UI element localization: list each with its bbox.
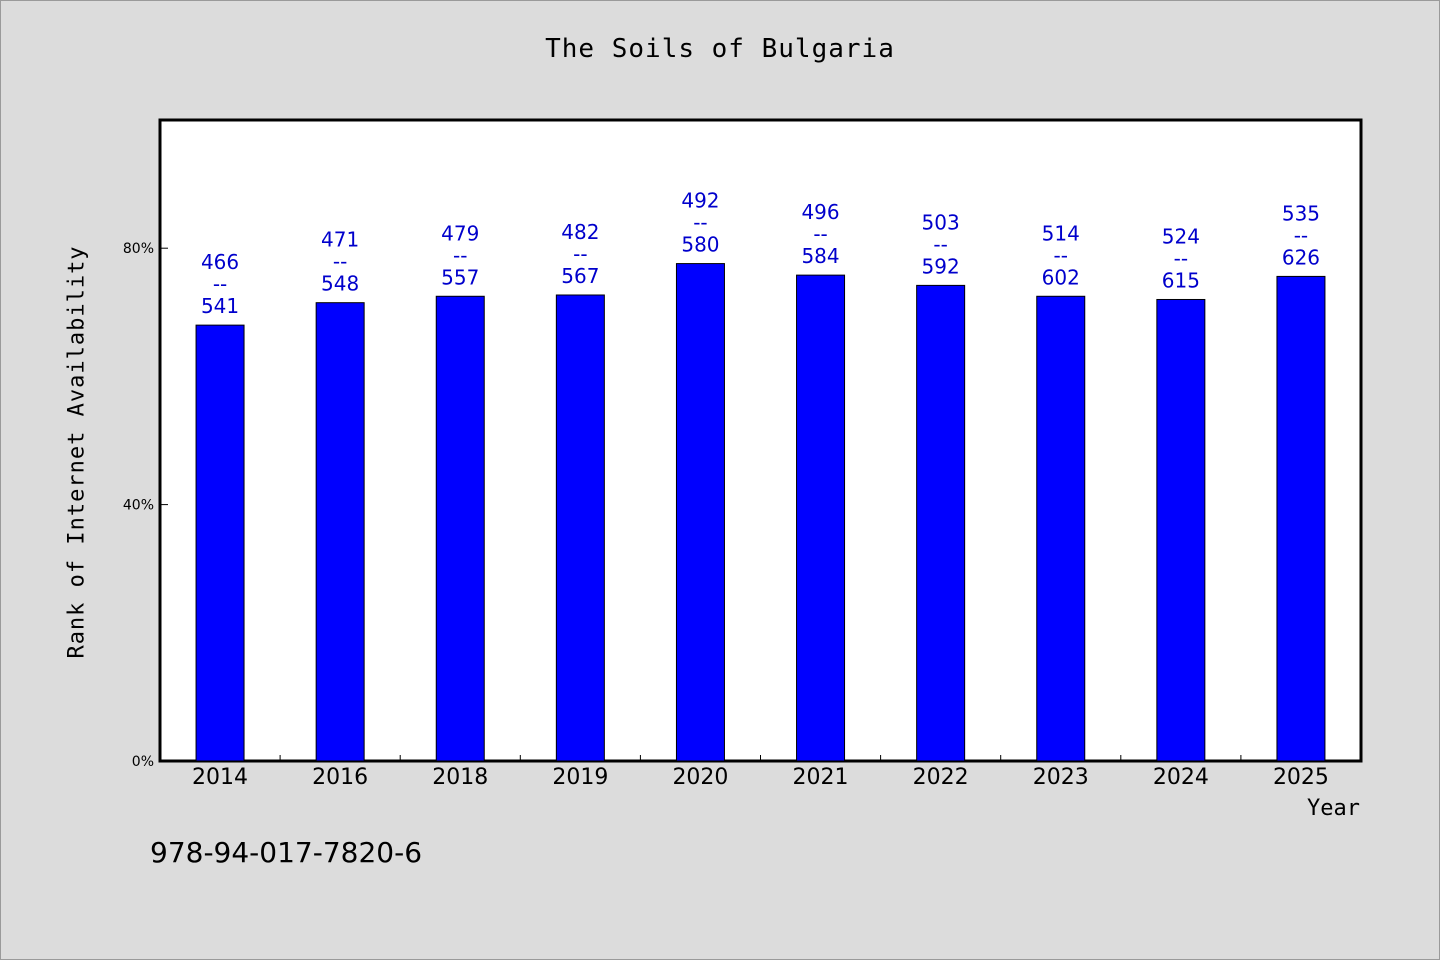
data-label: -- — [1054, 243, 1068, 267]
chart-marks: 0%40%80%2014466--5412016471--5482018479-… — [123, 189, 1329, 790]
bar — [315, 302, 365, 762]
data-label: 514 — [1042, 221, 1080, 245]
bar — [1156, 298, 1206, 762]
data-label: -- — [693, 211, 707, 235]
bar — [435, 295, 485, 762]
data-label: 584 — [801, 244, 839, 268]
data-label: 557 — [441, 265, 479, 289]
data-label: -- — [333, 250, 347, 274]
x-tick-label: 2025 — [1273, 765, 1329, 790]
bar — [675, 263, 725, 762]
data-label: 466 — [201, 250, 239, 274]
data-label: 471 — [321, 228, 359, 252]
x-tick-label: 2023 — [1033, 765, 1089, 790]
x-tick-label: 2014 — [192, 765, 248, 790]
data-label: 541 — [201, 294, 239, 318]
data-label: -- — [453, 243, 467, 267]
data-label: -- — [933, 232, 947, 256]
data-label: 524 — [1162, 224, 1200, 248]
bar — [796, 274, 846, 762]
data-label: 479 — [441, 221, 479, 245]
data-label: -- — [573, 242, 587, 266]
data-label: 496 — [801, 200, 839, 224]
x-tick-label: 2018 — [432, 765, 488, 790]
data-label: -- — [1174, 246, 1188, 270]
data-label: 535 — [1282, 201, 1320, 225]
data-label: 567 — [561, 264, 599, 288]
y-tick-label: 0% — [132, 754, 154, 770]
x-tick-label: 2020 — [672, 765, 728, 790]
data-label: 548 — [321, 272, 359, 296]
data-label: 580 — [681, 233, 719, 257]
x-axis-label: Year — [1307, 796, 1360, 821]
data-label: 602 — [1042, 265, 1080, 289]
bar — [1036, 295, 1086, 762]
y-tick-label: 40% — [123, 498, 154, 514]
x-tick-label: 2024 — [1153, 765, 1209, 790]
x-tick-label: 2021 — [793, 765, 849, 790]
x-tick-label: 2019 — [552, 765, 608, 790]
isbn-text: 978-94-017-7820-6 — [150, 836, 423, 869]
data-label: -- — [1294, 223, 1308, 247]
data-label: 482 — [561, 220, 599, 244]
data-label: -- — [813, 222, 827, 246]
bar — [195, 324, 245, 762]
bar — [1276, 275, 1326, 762]
data-label: -- — [213, 272, 227, 296]
y-tick-label: 80% — [123, 241, 154, 257]
bar — [916, 284, 966, 762]
data-label: 592 — [922, 254, 960, 278]
chart-title: The Soils of Bulgaria — [545, 34, 895, 64]
data-label: 492 — [681, 189, 719, 213]
x-tick-label: 2016 — [312, 765, 368, 790]
data-label: 503 — [922, 210, 960, 234]
bar — [555, 294, 605, 762]
data-label: 615 — [1162, 268, 1200, 292]
data-label: 626 — [1282, 245, 1320, 269]
x-tick-label: 2022 — [913, 765, 969, 790]
